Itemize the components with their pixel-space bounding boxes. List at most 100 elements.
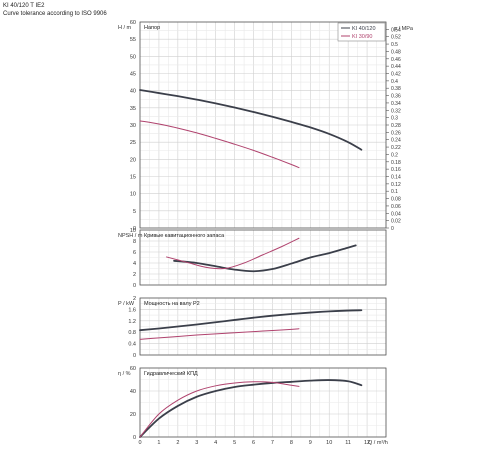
y-tick-label: 40 (130, 389, 136, 395)
series-line-ki-30-90 (139, 120, 300, 169)
y-tick-label: 50 (130, 54, 136, 60)
x-tick-label: 1 (157, 440, 160, 446)
pump-model-title: KI 40/120 T IE2 (3, 3, 45, 9)
y-axis-label: P / kW (118, 301, 135, 307)
y2-tick-label: 0.04 (391, 211, 401, 217)
y2-tick-label: 0.52 (391, 35, 401, 41)
y2-axis-label: p / MPa (394, 26, 414, 32)
y-tick-label: 1.6 (128, 307, 136, 313)
x-tick-label: 10 (326, 440, 332, 446)
y2-tick-label: 0 (391, 226, 394, 232)
y-tick-label: 0 (133, 283, 136, 289)
series-line-ki-30-90 (139, 328, 300, 340)
y2-tick-label: 0.32 (391, 108, 401, 114)
chart-panel-3: 0 0.4 0.8 1.2 1.6 2P / kW Мощность на валу P2 (118, 296, 387, 359)
y-tick-label: 0 (133, 435, 136, 441)
panel-title: Напор (144, 25, 160, 31)
y-tick-label: 35 (130, 106, 136, 112)
x-tick-label: 6 (252, 440, 255, 446)
y2-tick-label: 0.02 (391, 219, 401, 225)
y-tick-label: 2 (133, 272, 136, 278)
y-tick-label: 5 (133, 209, 136, 215)
y-tick-label: 0 (133, 353, 136, 359)
y-tick-label: 45 (130, 72, 136, 78)
y2-tick-label: 0.34 (391, 101, 401, 107)
x-tick-label: 4 (214, 440, 217, 446)
legend-label: KI 30/90 (352, 34, 373, 40)
y2-tick-label: 0.48 (391, 49, 401, 55)
y-tick-label: 20 (130, 412, 136, 418)
series-line-ki-40-120 (173, 244, 357, 273)
y-tick-label: 0.4 (128, 342, 136, 348)
y2-tick-label: 0.36 (391, 94, 401, 100)
panel-title: Мощность на валу P2 (144, 301, 200, 307)
legend: KI 40/120 KI 30/90 (337, 22, 386, 42)
x-tick-label: 9 (309, 440, 312, 446)
panel-title: Кривые кавитационного запаса (144, 233, 225, 239)
y-tick-label: 4 (133, 261, 136, 267)
y-tick-label: 55 (130, 37, 136, 43)
y-tick-label: 60 (130, 366, 136, 372)
grid (139, 297, 387, 356)
tolerance-note: Curve tolerance according to ISO 9906 (3, 11, 107, 17)
legend-label: KI 40/120 (352, 26, 376, 32)
x-tick-label: 7 (271, 440, 274, 446)
y-tick-label: 0.8 (128, 330, 136, 336)
plot-frame (139, 367, 387, 438)
y2-tick-label: 0.26 (391, 130, 401, 136)
y-tick-label: 10 (130, 192, 136, 198)
y-tick-label: 6 (133, 250, 136, 256)
y2-tick-label: 0.06 (391, 204, 401, 210)
y-tick-label: 40 (130, 89, 136, 95)
y-tick-label: 15 (130, 175, 136, 181)
y-tick-label: 60 (130, 20, 136, 26)
y-axis-label: η / % (118, 371, 131, 377)
series-line-ki-30-90 (139, 381, 300, 438)
y-axis-label: NPSH / m (118, 233, 143, 239)
x-tick-label: 12 (364, 440, 370, 446)
y2-tick-label: 0.44 (391, 64, 401, 70)
x-tick-label: 8 (290, 440, 293, 446)
chart-header: KI 40/120 T IE2 Curve tolerance accordin… (3, 2, 107, 18)
y2-tick-label: 0.08 (391, 197, 401, 203)
series-line-ki-40-120 (139, 89, 363, 151)
series-line-ki-40-120 (139, 309, 363, 332)
x-tick-label: 3 (195, 440, 198, 446)
y-tick-label: 1.2 (128, 319, 136, 325)
y-tick-label: 2 (133, 296, 136, 302)
y2-tick-label: 0.12 (391, 182, 401, 188)
y2-tick-label: 0.16 (391, 167, 401, 173)
x-tick-label: 5 (233, 440, 236, 446)
x-tick-label: 2 (176, 440, 179, 446)
y2-tick-label: 0.18 (391, 160, 401, 166)
y2-tick-label: 0.22 (391, 145, 401, 151)
y-tick-label: 8 (133, 239, 136, 245)
y-tick-label: 0 (133, 226, 136, 232)
plot-frame (139, 297, 387, 356)
y2-tick-label: 0.2 (391, 152, 398, 158)
x-tick-label: 11 (345, 440, 351, 446)
grid (139, 367, 387, 438)
y2-tick-label: 0.46 (391, 57, 401, 63)
y2-tick-label: 0.14 (391, 175, 401, 181)
y2-tick-label: 0.42 (391, 72, 401, 78)
series-line-ki-40-120 (139, 379, 363, 438)
x-tick-label: 0 (138, 440, 141, 446)
panel-title: Гидравлический КПД (144, 370, 198, 377)
y2-tick-label: 0.5 (391, 42, 398, 48)
y2-tick-label: 0.1 (391, 189, 398, 195)
series-line-ki-30-90 (165, 237, 300, 270)
y2-tick-label: 0.24 (391, 138, 401, 144)
y2-tick-label: 0.28 (391, 123, 401, 129)
y2-tick-label: 0.38 (391, 86, 401, 92)
y-tick-label: 25 (130, 140, 136, 146)
y-axis-label: H / m (118, 25, 132, 31)
y-tick-label: 10 (130, 228, 136, 234)
plot-frame (139, 229, 387, 286)
y-tick-label: 30 (130, 123, 136, 129)
x-axis-label: Q / m³/h (368, 440, 388, 446)
